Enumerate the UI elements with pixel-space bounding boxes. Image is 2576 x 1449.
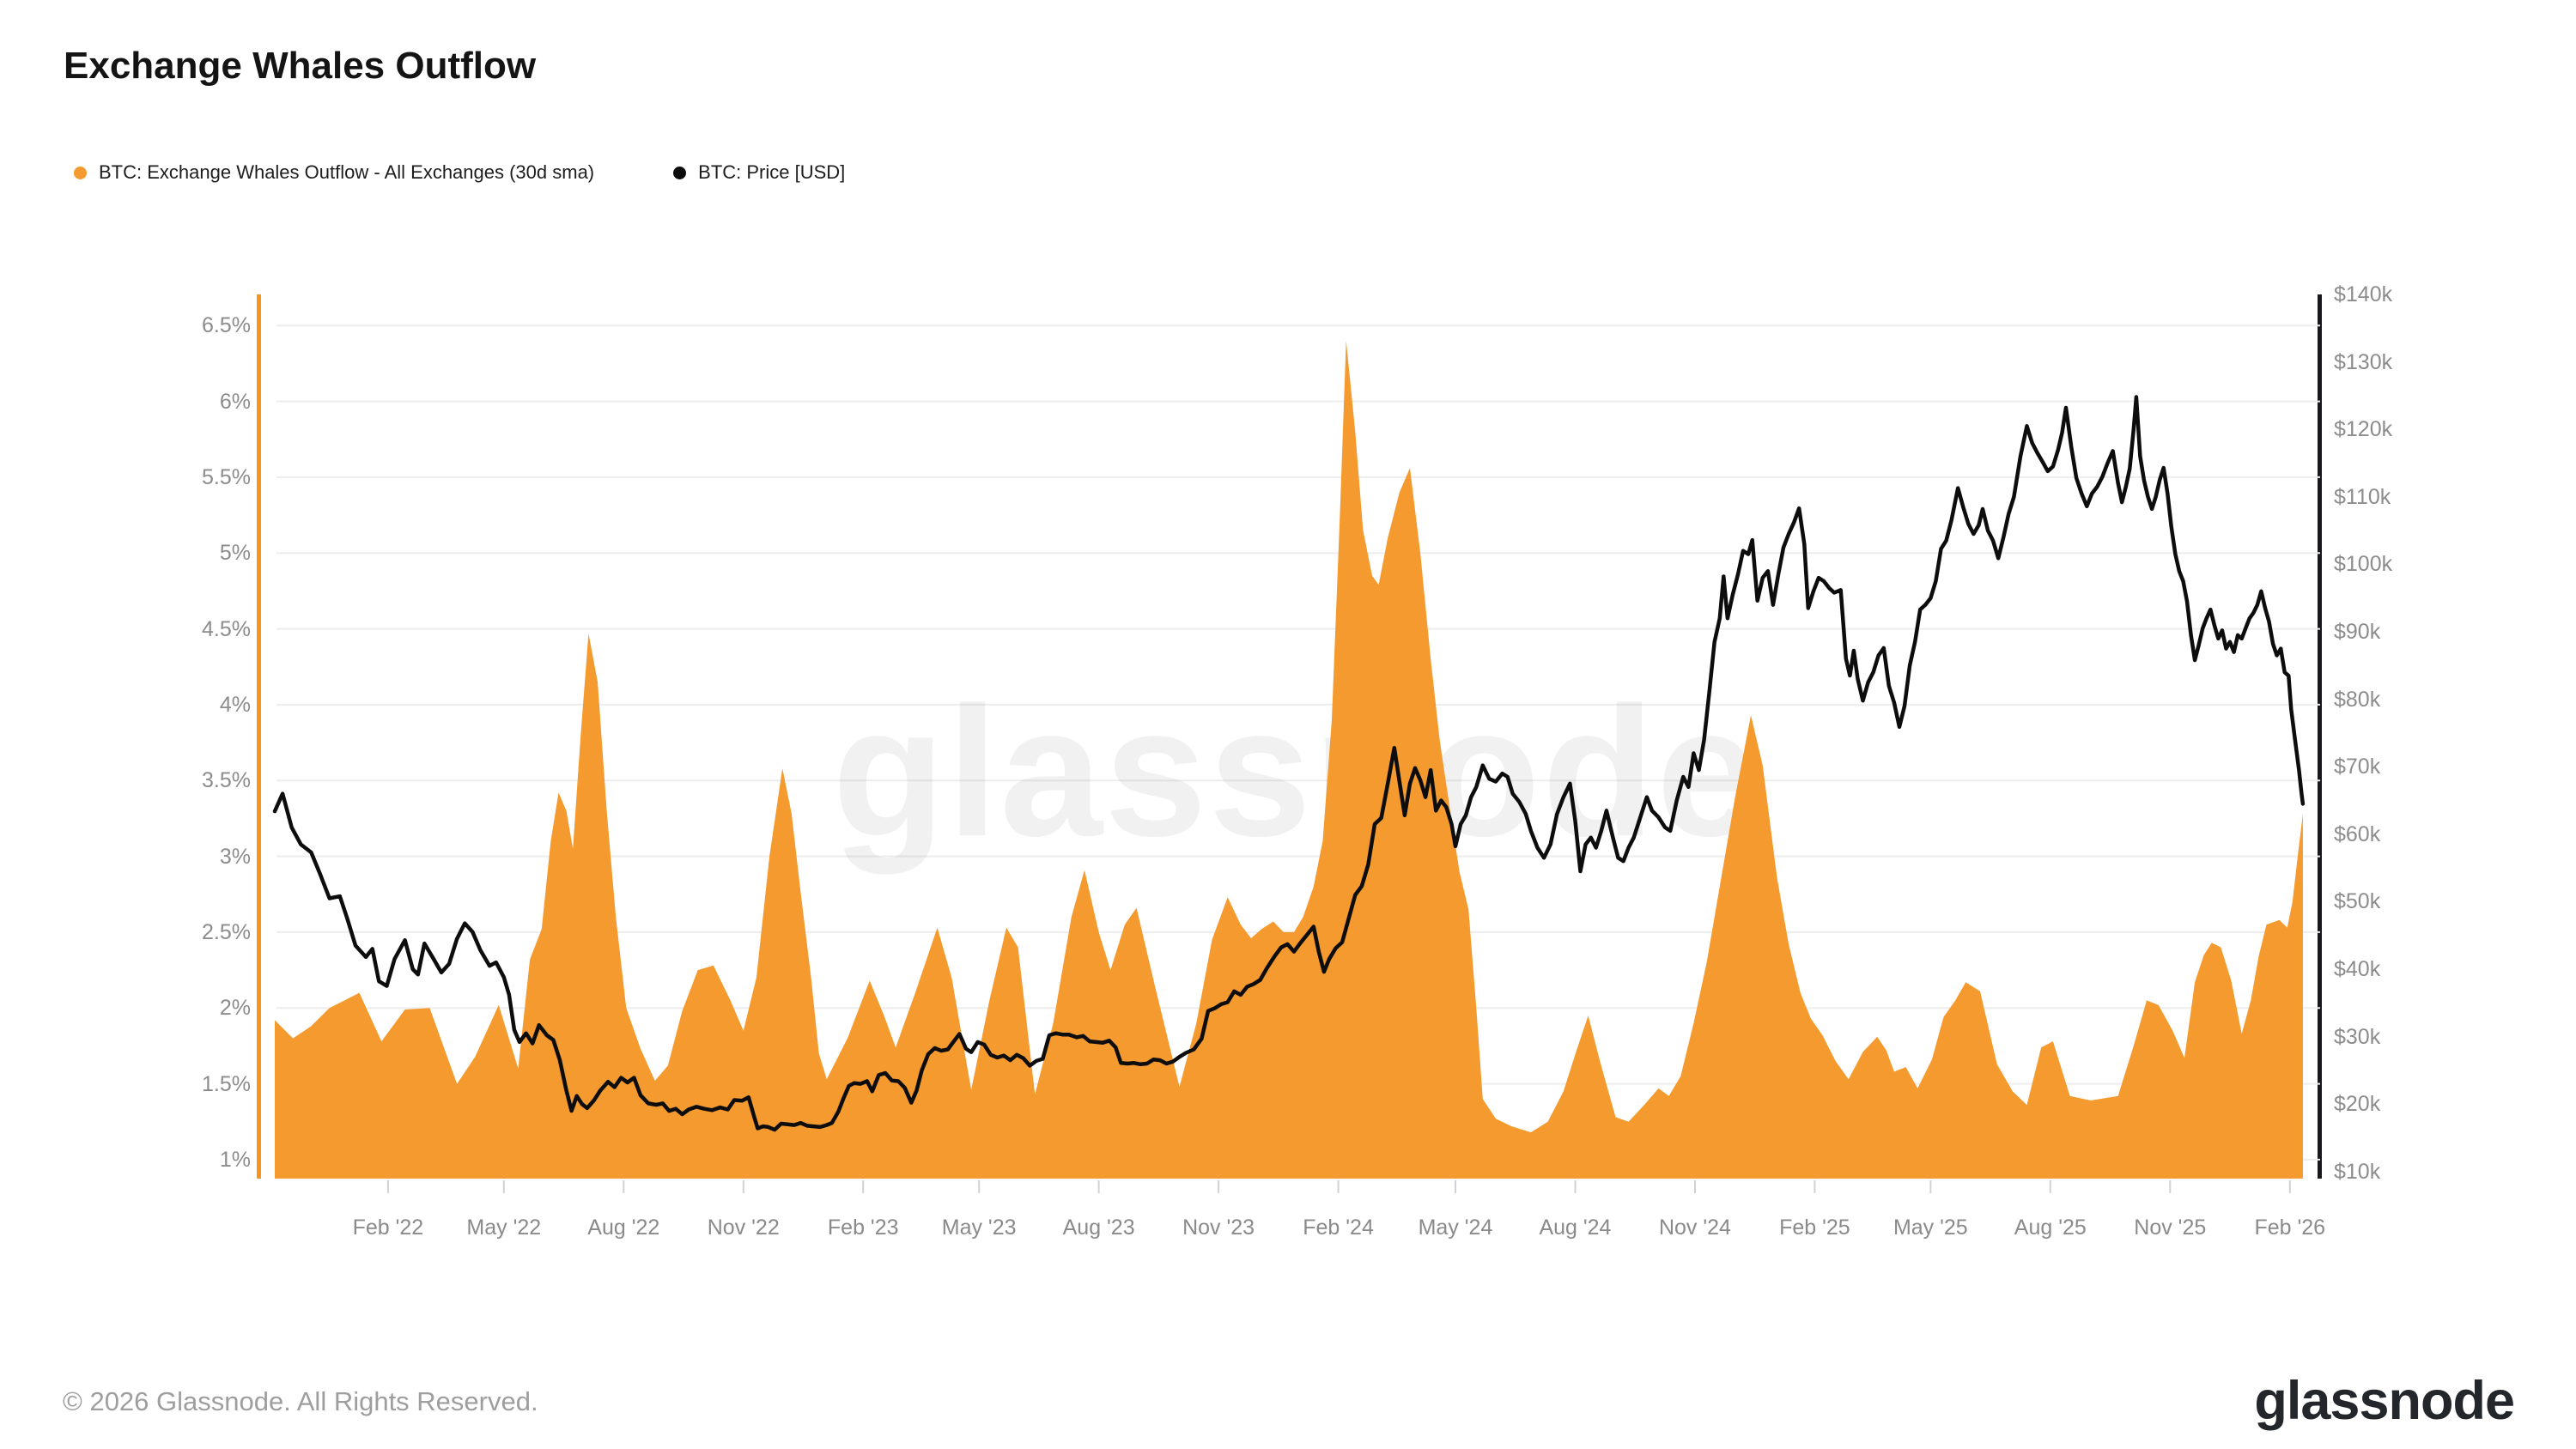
y-right-tick-label: $10k: [2334, 1159, 2381, 1184]
y-right-tick-label: $100k: [2334, 552, 2393, 577]
y-right-tick-label: $80k: [2334, 687, 2381, 712]
x-axis-tick-label: Aug '23: [1062, 1216, 1135, 1240]
x-axis-tick-label: Aug '24: [1539, 1216, 1612, 1240]
x-axis-tick-label: Nov '23: [1182, 1216, 1255, 1240]
y-left-tick-label: 3.5%: [202, 768, 251, 793]
y-left-tick-label: 1%: [219, 1147, 251, 1172]
y-right-tick-label: $90k: [2334, 620, 2381, 644]
y-right-tick-label: $120k: [2334, 417, 2393, 442]
x-axis-tick-label: Aug '22: [587, 1216, 660, 1240]
y-right-tick-label: $70k: [2334, 755, 2381, 779]
x-axis-tick-label: May '24: [1418, 1216, 1493, 1240]
legend-label-price: BTC: Price [USD]: [698, 161, 846, 183]
x-axis-tick-label: Aug '25: [2014, 1216, 2087, 1240]
glassnode-watermark: glassnode: [832, 668, 1760, 875]
y-right-tick-label: $30k: [2334, 1024, 2381, 1049]
y-right-tick-label: $60k: [2334, 822, 2381, 846]
page-title: Exchange Whales Outflow: [64, 45, 537, 87]
legend-label-outflow: BTC: Exchange Whales Outflow - All Excha…: [99, 161, 595, 183]
x-axis-tick-label: Feb '26: [2254, 1216, 2326, 1240]
legend-item-price[interactable]: BTC: Price [USD]: [673, 161, 845, 184]
chart-legend: BTC: Exchange Whales Outflow - All Excha…: [74, 161, 845, 184]
y-right-tick-label: $40k: [2334, 957, 2381, 981]
x-axis-tick-label: May '22: [466, 1216, 542, 1240]
x-axis-tick-label: May '25: [1893, 1216, 1968, 1240]
x-axis-tick-label: Nov '24: [1658, 1216, 1731, 1240]
y-right-tick-label: $140k: [2334, 282, 2393, 306]
y-left-tick-label: 4.5%: [202, 616, 251, 641]
y-right-tick-label: $20k: [2334, 1092, 2381, 1117]
y-left-tick-label: 6%: [219, 389, 251, 414]
y-left-tick-label: 3%: [219, 844, 251, 869]
copyright-text: © 2026 Glassnode. All Rights Reserved.: [63, 1386, 538, 1416]
y-left-tick-label: 2%: [219, 996, 251, 1021]
x-axis-tick-label: Feb '22: [352, 1216, 424, 1240]
x-axis-tick-label: May '23: [941, 1216, 1017, 1240]
y-left-tick-label: 5%: [219, 541, 251, 566]
y-left-tick-label: 1.5%: [202, 1071, 251, 1096]
left-axis-line-outflow: [257, 294, 261, 1179]
x-axis-tick-label: Nov '22: [707, 1216, 780, 1240]
y-left-tick-label: 5.5%: [202, 464, 251, 489]
x-axis-tick-label: Nov '25: [2134, 1216, 2207, 1240]
outflow-series-dot-icon: [74, 166, 87, 179]
price-line-series: [272, 395, 2306, 1132]
x-axis-tick-label: Feb '23: [827, 1216, 899, 1240]
y-right-tick-label: $50k: [2334, 889, 2381, 914]
outflow-area-series: [275, 340, 2303, 1179]
x-axis-tick-label: Feb '25: [1779, 1216, 1850, 1240]
y-right-tick-label: $130k: [2334, 349, 2393, 374]
y-right-tick-label: $110k: [2334, 484, 2391, 509]
price-series-dot-icon: [673, 166, 687, 179]
glassnode-logo: glassnode: [2254, 1371, 2515, 1431]
y-left-tick-label: 4%: [219, 692, 251, 717]
legend-item-outflow[interactable]: BTC: Exchange Whales Outflow - All Excha…: [74, 161, 594, 184]
y-left-tick-label: 2.5%: [202, 919, 251, 944]
chart-plot-area[interactable]: glassnode: [272, 294, 2320, 1193]
y-left-tick-label: 6.5%: [202, 313, 251, 338]
x-axis-tick-label: Feb '24: [1303, 1216, 1374, 1240]
right-axis-line-price: [2318, 294, 2322, 1179]
